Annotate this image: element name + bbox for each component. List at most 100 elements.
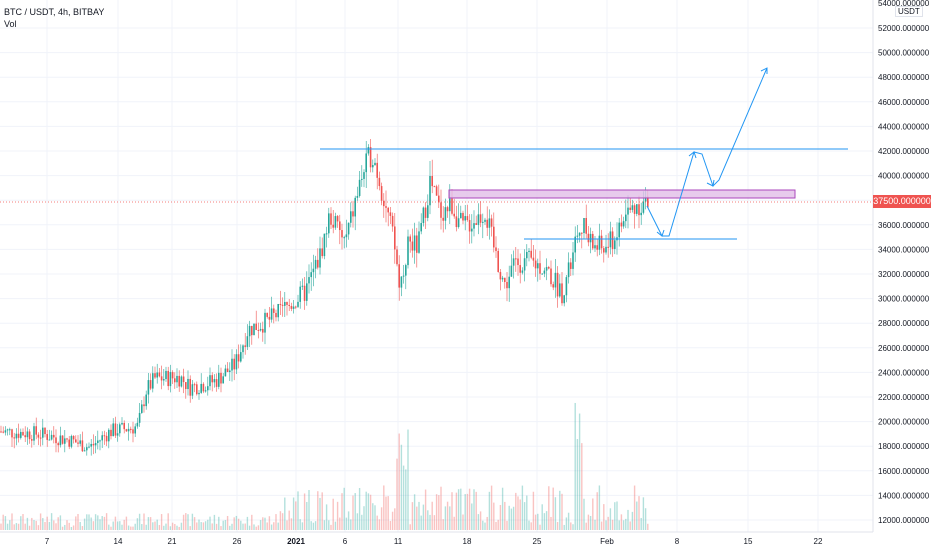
candle-body bbox=[112, 423, 114, 437]
volume-bar bbox=[193, 517, 196, 530]
volume-bar bbox=[75, 516, 77, 530]
time-axis-label: 25 bbox=[533, 537, 542, 546]
candle-body bbox=[310, 272, 312, 278]
volume-bar bbox=[464, 494, 466, 530]
volume-bar bbox=[72, 525, 75, 530]
arrow-head-up-2 bbox=[760, 67, 768, 74]
symbol-label[interactable]: BTC / USDT, 4h, BITBAY bbox=[4, 7, 105, 17]
volume-bar bbox=[116, 521, 119, 530]
candle-body bbox=[145, 394, 147, 407]
candle-body bbox=[510, 265, 513, 277]
volume-bar bbox=[554, 497, 557, 530]
candle-body bbox=[429, 175, 431, 206]
volume-bar bbox=[510, 508, 513, 530]
candle-body bbox=[431, 175, 433, 187]
volume-bar bbox=[273, 522, 275, 530]
volume-bar bbox=[55, 523, 57, 530]
price-axis-label: 40000.000000 bbox=[878, 172, 930, 181]
volume-bar bbox=[86, 514, 88, 530]
candle-body bbox=[537, 263, 539, 269]
candle-body bbox=[433, 186, 436, 188]
candle-body bbox=[182, 376, 185, 383]
volume-bar bbox=[488, 491, 491, 530]
candle-body bbox=[176, 375, 178, 383]
volume-bar bbox=[576, 439, 579, 530]
candle-body bbox=[416, 235, 418, 253]
candle-body bbox=[180, 376, 183, 387]
price-axis-label: 44000.000000 bbox=[878, 122, 930, 131]
candle-body bbox=[607, 246, 609, 248]
candle-body bbox=[466, 216, 469, 221]
resistance-zone[interactable] bbox=[448, 189, 796, 199]
time-axis[interactable]: 7 14 21 26 2021 6 11 18 25 Feb 8 15 22 bbox=[0, 531, 873, 546]
candle-body bbox=[336, 216, 339, 222]
candlesticks[interactable] bbox=[0, 138, 649, 456]
volume-bar bbox=[123, 519, 125, 530]
volume-bar bbox=[394, 508, 396, 530]
candle-body bbox=[332, 224, 334, 228]
candle-body bbox=[4, 430, 7, 433]
candle-body bbox=[90, 443, 92, 447]
candle-body bbox=[308, 277, 310, 284]
candle-body bbox=[15, 433, 18, 439]
volume-bar bbox=[22, 514, 24, 530]
candle-body bbox=[539, 263, 541, 274]
candle-body bbox=[482, 221, 484, 223]
volume-bar bbox=[312, 522, 315, 530]
candle-body bbox=[59, 435, 62, 446]
volume-bar bbox=[380, 507, 383, 530]
candle-body bbox=[20, 431, 22, 438]
candle-body bbox=[165, 370, 167, 380]
candle-body bbox=[6, 429, 9, 431]
candle-body bbox=[0, 431, 2, 433]
candle-body bbox=[224, 368, 227, 377]
volume-bar bbox=[17, 523, 20, 530]
drawing-tools[interactable] bbox=[0, 67, 873, 240]
candle-body bbox=[275, 312, 277, 318]
volume-bar bbox=[101, 516, 103, 530]
candle-body bbox=[279, 303, 282, 305]
volume-bar bbox=[169, 526, 172, 530]
volume-bar bbox=[53, 520, 55, 530]
volume-bar bbox=[297, 491, 299, 530]
candle-body bbox=[515, 258, 517, 260]
volume-bar bbox=[638, 496, 640, 530]
candle-body bbox=[110, 429, 112, 437]
time-axis-label: 11 bbox=[394, 537, 403, 546]
candle-body bbox=[407, 236, 409, 266]
volume-bar bbox=[244, 523, 246, 530]
volume-bar bbox=[130, 526, 132, 530]
candle-body bbox=[402, 275, 405, 277]
candle-body bbox=[534, 260, 537, 269]
price-axis-label: 18000.000000 bbox=[878, 442, 930, 451]
candle-body bbox=[506, 282, 508, 289]
volume-bar bbox=[391, 511, 394, 530]
volume-bar bbox=[310, 521, 312, 530]
candle-body bbox=[233, 358, 235, 370]
volume-bar bbox=[222, 520, 224, 530]
candle-body bbox=[356, 195, 359, 198]
projection-path[interactable] bbox=[646, 67, 768, 237]
candle-body bbox=[449, 198, 451, 212]
candle-body bbox=[255, 323, 257, 330]
candle-body bbox=[215, 379, 218, 387]
volume-bar bbox=[598, 485, 601, 530]
candle-body bbox=[226, 368, 229, 372]
candle-body bbox=[42, 427, 44, 438]
volume-bar bbox=[110, 526, 112, 530]
volume-bar bbox=[631, 511, 634, 530]
price-axis[interactable]: 54000.000000 52000.000000 50000.000000 4800… bbox=[872, 0, 930, 532]
volume-label[interactable]: Vol bbox=[4, 19, 17, 29]
volume-bar bbox=[642, 497, 645, 530]
candle-body bbox=[559, 283, 561, 297]
candle-body bbox=[101, 435, 103, 441]
candle-body bbox=[13, 437, 15, 439]
volume-bar bbox=[350, 519, 352, 530]
volume-bar bbox=[299, 519, 301, 530]
candle-body bbox=[583, 218, 585, 234]
candle-body bbox=[218, 372, 220, 387]
volume-bar bbox=[9, 520, 11, 530]
candle-body bbox=[319, 248, 321, 268]
volume-bar bbox=[636, 501, 638, 530]
